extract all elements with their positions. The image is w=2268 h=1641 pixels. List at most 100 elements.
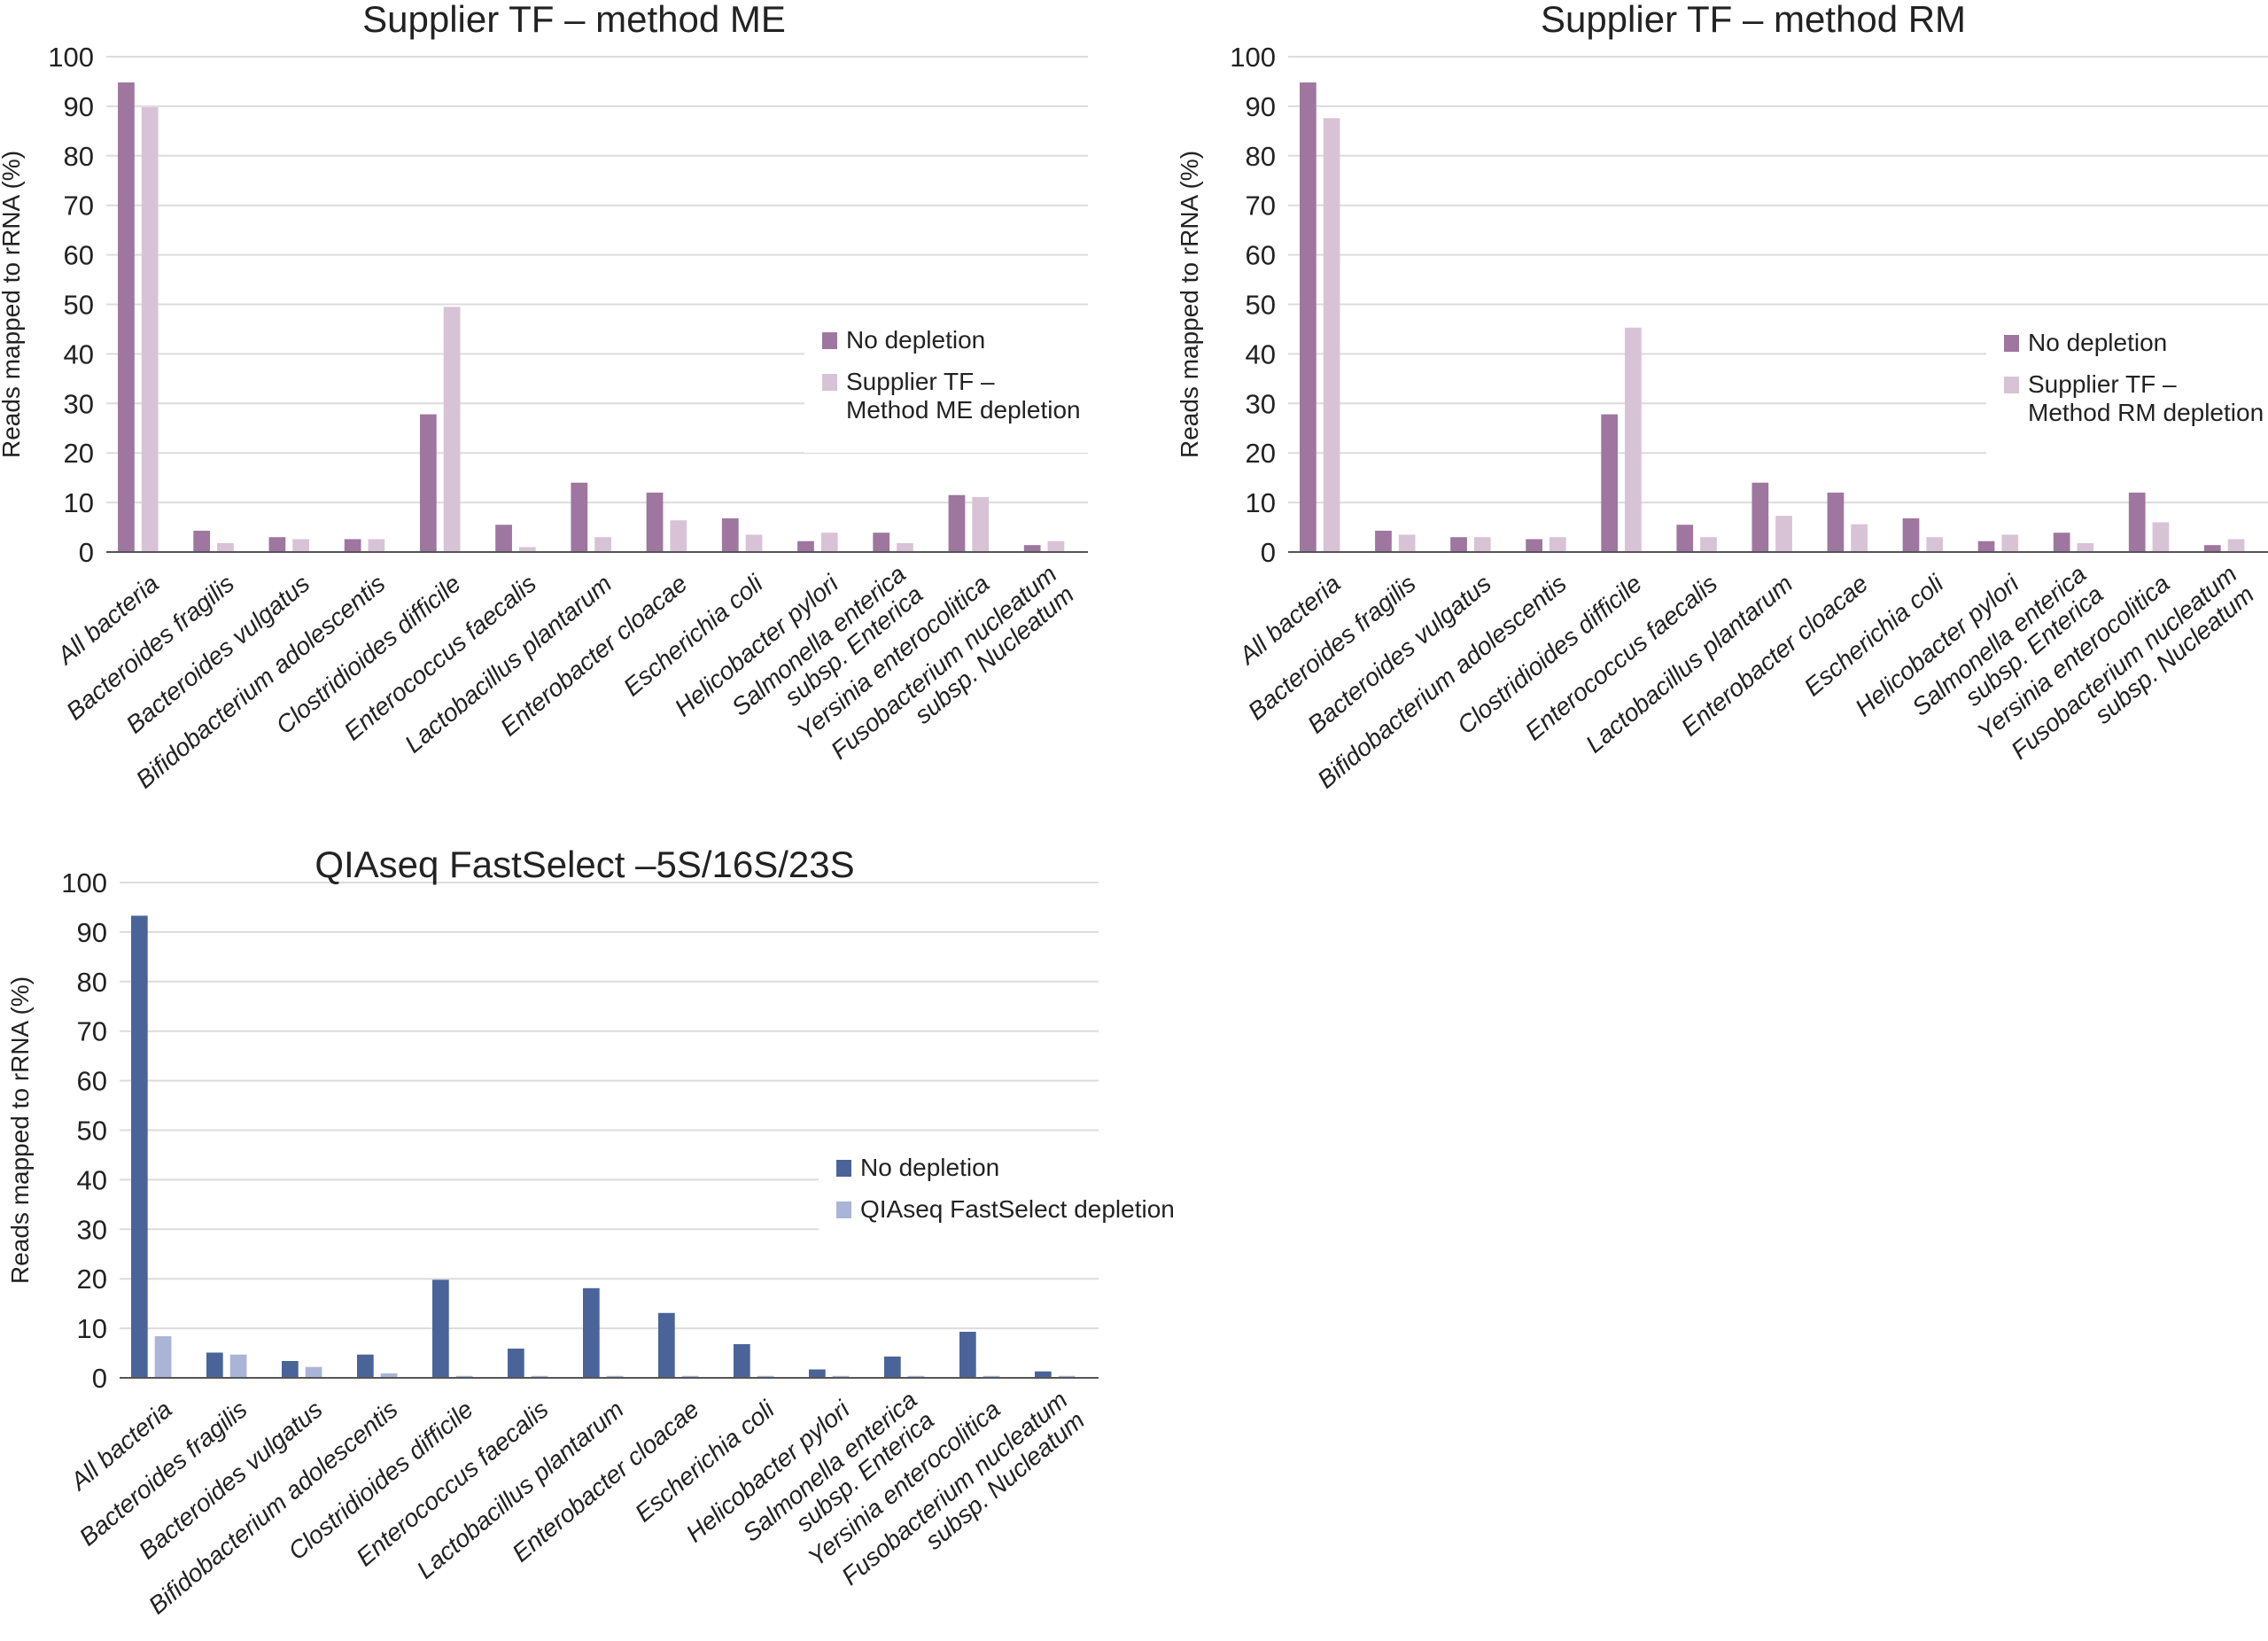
y-tick-label: 80 xyxy=(64,141,94,172)
bar-no-depletion xyxy=(1450,537,1467,552)
legend-label: Supplier TF – Method RM depletion xyxy=(2028,370,2264,426)
y-tick-label: 0 xyxy=(79,537,94,568)
chart-title: Supplier TF – method RM xyxy=(1541,0,1966,40)
bar-depletion xyxy=(141,107,159,552)
bar-depletion xyxy=(594,537,611,552)
legend-label-line: No depletion xyxy=(846,326,985,354)
bar-depletion xyxy=(972,496,990,552)
bar-depletion xyxy=(606,1375,624,1378)
bar-depletion xyxy=(368,539,385,552)
y-tick-label: 80 xyxy=(1246,141,1276,172)
bar-no-depletion xyxy=(2053,533,2070,552)
legend-label-line: No depletion xyxy=(2028,329,2167,356)
bar-no-depletion xyxy=(1601,414,1619,552)
bar-no-depletion xyxy=(357,1354,374,1378)
chart-1: 0 10 20 30 40 50 60 70 80 90 100 Supplier TF – meth… xyxy=(0,0,1097,794)
y-tick-label: 40 xyxy=(77,1164,107,1195)
y-tick-label: 40 xyxy=(1246,338,1276,369)
bar-no-depletion xyxy=(658,1312,675,1378)
bar-depletion xyxy=(2227,539,2245,552)
y-tick-label: 10 xyxy=(1246,487,1276,518)
bar-no-depletion xyxy=(583,1287,600,1378)
y-tick-label: 10 xyxy=(77,1313,107,1344)
bar-depletion xyxy=(2152,522,2170,552)
y-tick-label: 0 xyxy=(92,1363,107,1394)
bar-depletion xyxy=(2001,534,2019,552)
bar-no-depletion xyxy=(508,1349,524,1378)
legend-background xyxy=(1986,321,2268,455)
bar-no-depletion xyxy=(118,82,135,553)
bar-no-depletion xyxy=(948,494,966,552)
y-tick-label: 60 xyxy=(77,1066,107,1097)
bar-depletion xyxy=(1775,516,1792,552)
bar-no-depletion xyxy=(193,530,211,552)
chart-3: 0 10 20 30 40 50 60 70 80 90 100 QIAseq FastSelect … xyxy=(6,844,1175,1620)
chart-title: Supplier TF – method ME xyxy=(362,0,786,40)
bar-no-depletion xyxy=(809,1369,826,1378)
bar-no-depletion xyxy=(884,1356,901,1378)
bar-depletion xyxy=(1851,524,1868,552)
y-tick-label: 70 xyxy=(77,1016,107,1047)
bar-depletion xyxy=(832,1375,850,1378)
y-tick-label: 90 xyxy=(64,91,94,122)
bar-depletion xyxy=(1323,118,1340,553)
bar-depletion xyxy=(1058,1375,1076,1378)
bar-no-depletion xyxy=(495,525,512,552)
legend-label: No depletion xyxy=(846,326,985,354)
y-tick-label: 100 xyxy=(1230,42,1276,73)
y-tick-label: 20 xyxy=(1246,438,1276,469)
bar-depletion xyxy=(443,307,461,552)
bar-depletion xyxy=(897,542,913,552)
bar-depletion xyxy=(983,1375,1000,1378)
y-tick-label: 10 xyxy=(64,487,94,518)
bar-no-depletion xyxy=(1902,517,1920,552)
bar-depletion xyxy=(455,1375,473,1378)
legend-swatch xyxy=(2004,335,2019,352)
chart-title: QIAseq FastSelect –5S/16S/23S xyxy=(315,844,854,885)
bar-depletion xyxy=(380,1373,398,1378)
bar-depletion xyxy=(2077,542,2094,552)
bar-no-depletion xyxy=(419,414,437,552)
bar-depletion xyxy=(1700,537,1717,552)
y-tick-label: 90 xyxy=(77,917,107,948)
bar-depletion xyxy=(1473,537,1491,552)
y-tick-label: 70 xyxy=(1246,191,1276,222)
bar-no-depletion xyxy=(282,1360,299,1378)
bar-no-depletion xyxy=(797,541,814,552)
legend-label-line: QIAseq FastSelect depletion xyxy=(860,1195,1175,1223)
bar-depletion xyxy=(757,1375,774,1378)
legend-label: QIAseq FastSelect depletion xyxy=(860,1195,1175,1223)
y-tick-label: 50 xyxy=(1246,290,1276,321)
y-tick-label: 0 xyxy=(1261,537,1276,568)
bar-depletion xyxy=(1398,534,1416,552)
bar-no-depletion xyxy=(734,1343,750,1378)
y-tick-label: 70 xyxy=(64,191,94,222)
bar-no-depletion xyxy=(2203,545,2221,552)
bar-depletion xyxy=(531,1375,548,1378)
legend-swatch xyxy=(822,332,837,349)
y-tick-label: 50 xyxy=(77,1116,107,1147)
bar-depletion xyxy=(518,547,536,552)
bar-no-depletion xyxy=(1023,545,1041,552)
y-tick-label: 100 xyxy=(61,867,107,898)
bar-no-depletion xyxy=(1526,539,1542,552)
y-tick-label: 30 xyxy=(64,388,94,419)
y-tick-label: 30 xyxy=(1246,388,1276,419)
legend-label-line: Supplier TF – xyxy=(2028,370,2177,398)
bar-no-depletion xyxy=(432,1279,449,1378)
legend-label-line: No depletion xyxy=(860,1154,999,1181)
y-tick-label: 20 xyxy=(77,1264,107,1295)
bar-depletion xyxy=(1926,537,1944,552)
legend-label: Supplier TF – Method ME depletion xyxy=(846,368,1081,424)
bar-depletion xyxy=(907,1375,925,1378)
bar-no-depletion xyxy=(571,482,588,552)
legend-label: No depletion xyxy=(860,1154,999,1181)
y-tick-label: 60 xyxy=(64,240,94,271)
legend: No depletion QIAseq FastSelect depletion xyxy=(819,1146,1175,1248)
legend-background xyxy=(804,318,1097,453)
legend-swatch xyxy=(2004,377,2019,393)
y-tick-label: 80 xyxy=(77,967,107,998)
bar-no-depletion xyxy=(1035,1371,1052,1378)
y-tick-label: 90 xyxy=(1246,91,1276,122)
